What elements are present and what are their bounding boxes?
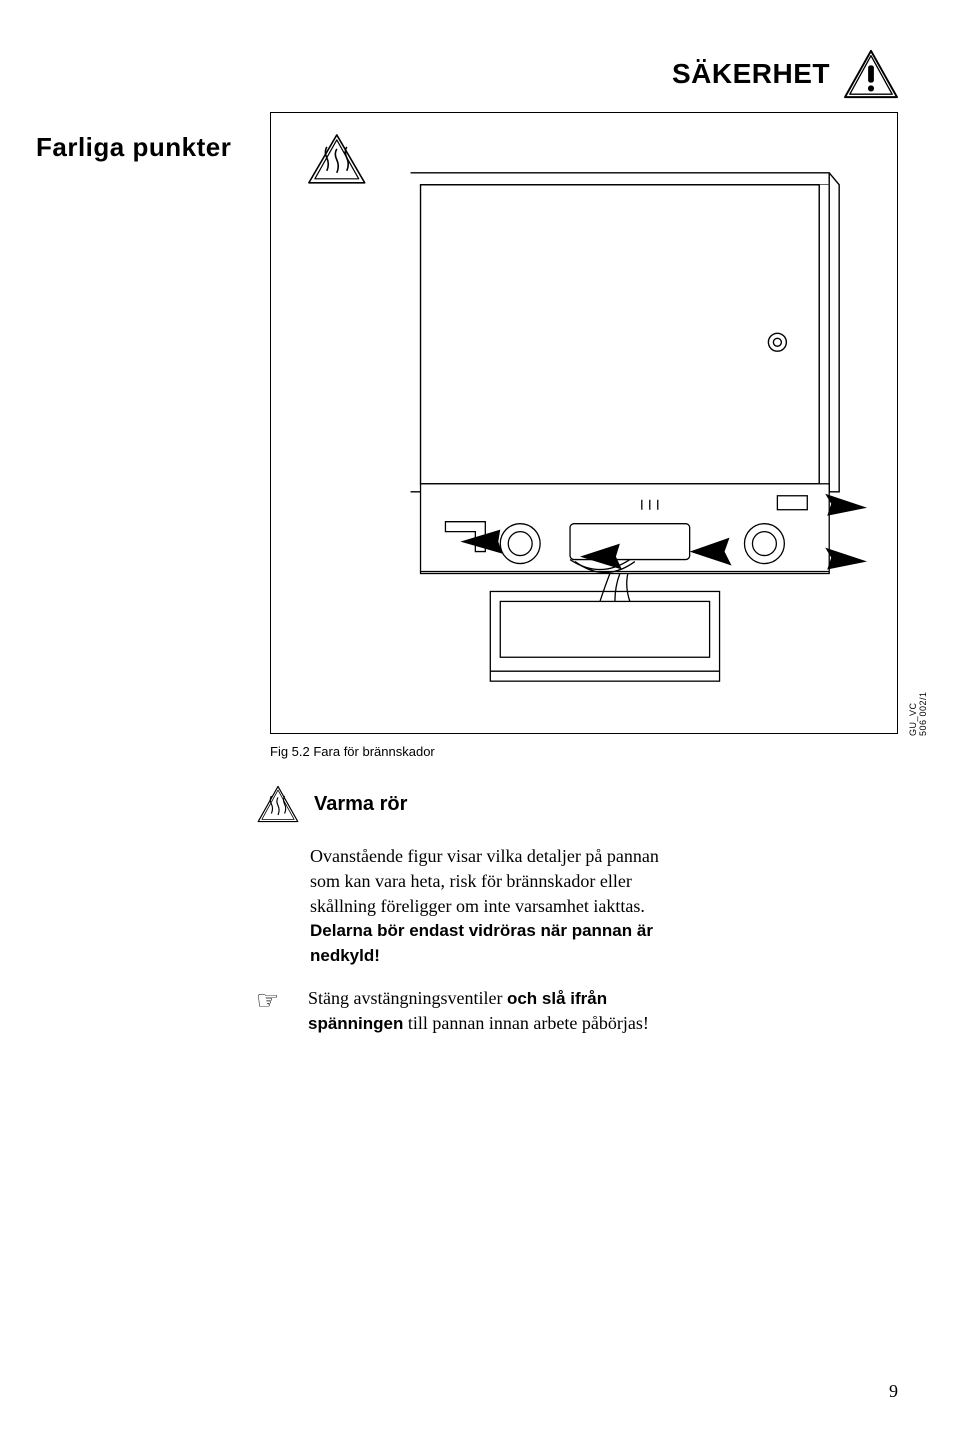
heat-warning-icon xyxy=(256,784,300,824)
hot-pipes-heading: Varma rör xyxy=(314,793,407,816)
warning-paragraph-text: Ovanstående figur visar vilka detaljer p… xyxy=(310,846,659,916)
warning-triangle-icon xyxy=(842,48,900,100)
figure-caption: Fig 5.2 Fara för brännskador xyxy=(270,744,435,759)
page-number: 9 xyxy=(889,1381,898,1402)
warning-paragraph-bold: Delarna bör endast vidröras när pannan ä… xyxy=(310,921,653,965)
note-text: Stäng avstängningsventiler och slå ifrån… xyxy=(308,986,660,1036)
boiler-illustration xyxy=(271,113,897,733)
side-section-label: Farliga punkter xyxy=(36,132,231,163)
warning-paragraph: Ovanstående figur visar vilka detaljer p… xyxy=(310,844,660,968)
header-row: SÄKERHET xyxy=(672,48,900,100)
note-post: till pannan innan arbete påbörjas! xyxy=(403,1013,648,1033)
page: SÄKERHET Farliga punkter xyxy=(0,0,960,1444)
note-pre: Stäng avstängningsventiler xyxy=(308,988,507,1008)
page-title: SÄKERHET xyxy=(672,58,830,90)
figure-code: GU_VC 506 002/1 xyxy=(908,684,928,736)
body-column: Varma rör Ovanstående figur visar vilka … xyxy=(310,784,660,1036)
figure-box xyxy=(270,112,898,734)
note-row: ☞ Stäng avstängningsventiler och slå ifr… xyxy=(256,986,660,1036)
pointing-hand-icon: ☞ xyxy=(256,986,288,1036)
hot-pipes-heading-row: Varma rör xyxy=(256,784,660,824)
